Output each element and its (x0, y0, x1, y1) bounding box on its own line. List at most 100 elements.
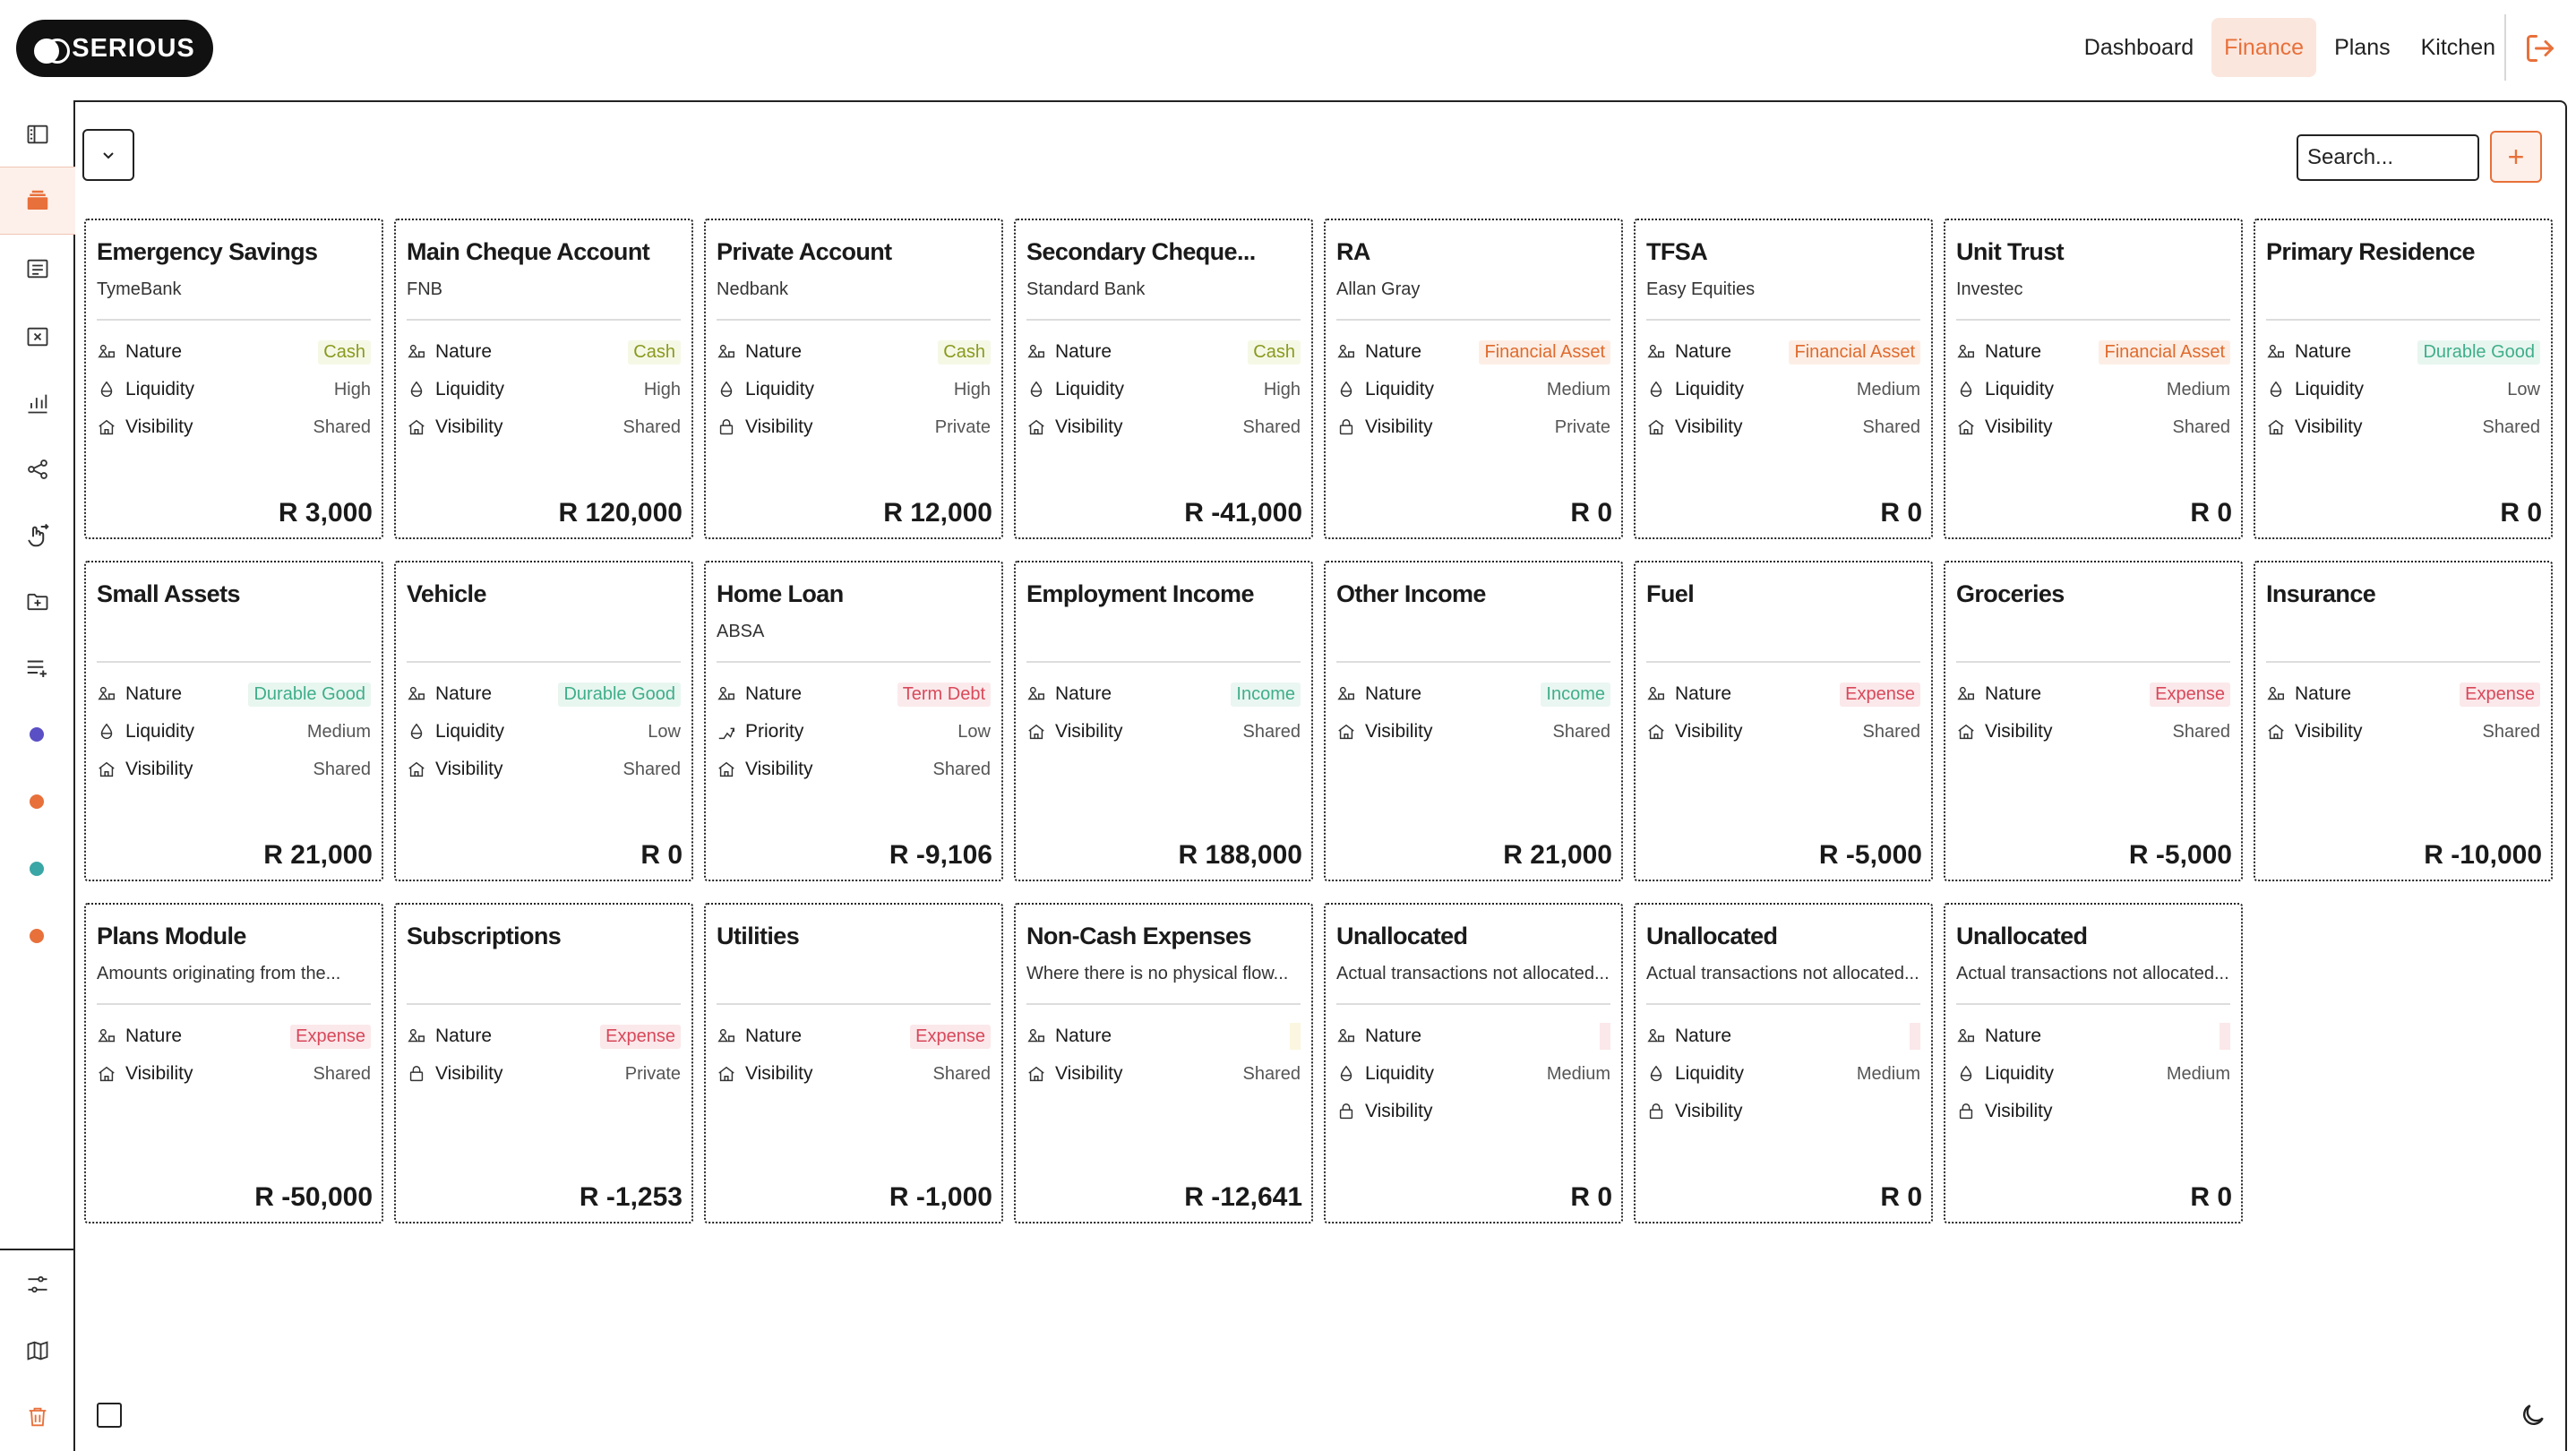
sidebar-item-folders[interactable] (0, 568, 75, 636)
card-title: Non-Cash Expenses (1026, 923, 1251, 949)
lock-icon (1336, 1102, 1356, 1121)
group-dot-purple[interactable] (30, 727, 44, 742)
nature-badge: Financial Asset (2099, 339, 2230, 365)
finance-panel: + Emergency Savings TymeBank Nature Cash Liq… (75, 100, 2567, 1451)
sidebar-item-accounts[interactable] (0, 100, 75, 168)
account-card[interactable]: Other Income Nature Income Visibility Shared… (1324, 561, 1623, 881)
card-divider (2266, 661, 2540, 663)
account-card[interactable]: Private Account Nedbank Nature Cash Liquidit… (704, 219, 1003, 539)
card-properties: Nature Income Visibility Shared (1336, 675, 1610, 751)
account-card[interactable]: Primary Residence Nature Durable Good Liqui… (2254, 219, 2553, 539)
account-card[interactable]: Unit Trust Investec Nature Financial Asset L… (1944, 219, 2243, 539)
account-card[interactable]: Unallocated Actual transactions not alloc… (1944, 903, 2243, 1223)
account-card[interactable]: Unallocated Actual transactions not alloc… (1634, 903, 1933, 1223)
nature-badge: Financial Asset (1789, 339, 1920, 365)
property-row: Nature Financial Asset (1956, 333, 2230, 371)
lock-icon (717, 417, 736, 437)
card-subtitle: TymeBank (97, 279, 182, 299)
property-row: Nature Cash (97, 333, 371, 371)
sidebar-item-transactions[interactable] (0, 235, 75, 303)
account-card[interactable]: Subscriptions Nature Expense Visibility Priv… (394, 903, 693, 1223)
card-divider (1646, 319, 1920, 321)
property-label: Liquidity (1055, 379, 1125, 399)
account-card[interactable]: Main Cheque Account FNB Nature Cash Liquidit… (394, 219, 693, 539)
nature-icon (717, 1026, 736, 1046)
sliders-icon (28, 1275, 47, 1293)
sidebar-item-finance[interactable] (0, 167, 75, 235)
visibility-icon (1336, 722, 1356, 742)
account-card[interactable]: Emergency Savings TymeBank Nature Cash Liqui… (84, 219, 383, 539)
search-input[interactable] (2297, 134, 2479, 181)
chevron-down-icon (103, 152, 114, 159)
card-properties: Nature Durable Good Liquidity Low Visibility… (2266, 333, 2540, 446)
property-value: Shared (1862, 416, 1921, 437)
nature-icon (1646, 684, 1666, 704)
nav-finance[interactable]: Finance (2211, 18, 2317, 77)
priority-icon (717, 722, 736, 742)
account-card[interactable]: Employment Income Nature Income Visibility S… (1014, 561, 1313, 881)
account-card[interactable]: Non-Cash Expenses Where there is no physi… (1014, 903, 1313, 1223)
sidebar-item-categories[interactable] (0, 634, 75, 702)
add-button[interactable]: + (2490, 131, 2542, 183)
card-subtitle: Actual transactions not allocated... (1336, 964, 1610, 983)
moon-icon[interactable] (2519, 1401, 2547, 1430)
property-row: Liquidity Medium (1956, 371, 2230, 408)
card-divider (97, 319, 371, 321)
sidebar-item-reconcile[interactable] (0, 303, 75, 371)
liquidity-icon (1956, 380, 1976, 399)
sidebar-item-transfers[interactable] (0, 502, 75, 570)
account-grid: Emergency Savings TymeBank Nature Cash Liqui… (84, 219, 2553, 1223)
account-card[interactable]: Vehicle Nature Durable Good Liquidity Low Vis… (394, 561, 693, 881)
property-row: Visibility Shared (1336, 713, 1610, 751)
select-all-checkbox[interactable] (97, 1403, 122, 1428)
sidebar-item-settings[interactable] (0, 1250, 75, 1318)
logout-icon[interactable] (2524, 32, 2556, 64)
property-value: Shared (932, 759, 992, 779)
property-row: Visibility Shared (1956, 713, 2230, 751)
nav-kitchen[interactable]: Kitchen (2420, 34, 2495, 60)
card-subtitle: Nedbank (717, 279, 789, 299)
account-card[interactable]: Insurance Nature Expense Visibility Shared R … (2254, 561, 2553, 881)
card-subtitle: FNB (407, 279, 442, 299)
sidebar-item-map[interactable] (0, 1317, 75, 1385)
card-title: Insurance (2266, 580, 2376, 607)
property-value: Shared (623, 759, 682, 779)
account-card[interactable]: Fuel Nature Expense Visibility Shared R -5,00… (1634, 561, 1933, 881)
card-properties: Nature Income Visibility Shared (1026, 675, 1301, 751)
group-dot-orange[interactable] (30, 794, 44, 809)
account-card[interactable]: Unallocated Actual transactions not alloc… (1324, 903, 1623, 1223)
account-card[interactable]: Secondary Cheque... Standard Bank Nature Ca… (1014, 219, 1313, 539)
visibility-icon (1956, 417, 1976, 437)
account-card[interactable]: Utilities Nature Expense Visibility Shared R … (704, 903, 1003, 1223)
property-label: Nature (1985, 1026, 2042, 1046)
sidebar-item-trash[interactable] (0, 1383, 75, 1451)
card-properties: Nature Expense Visibility Shared (1956, 675, 2230, 751)
group-dot-teal[interactable] (30, 862, 44, 876)
nav-plans[interactable]: Plans (2334, 34, 2391, 60)
property-label: Visibility (1985, 416, 2053, 437)
sidebar-item-reports[interactable] (0, 369, 75, 437)
property-row: Nature (1026, 1017, 1301, 1055)
nature-icon (1026, 342, 1046, 362)
account-card[interactable]: RA Allan Gray Nature Financial Asset Liquidi… (1324, 219, 1623, 539)
nature-badge: Term Debt (897, 682, 991, 707)
account-card[interactable]: TFSA Easy Equities Nature Financial Asset Li… (1634, 219, 1933, 539)
brand-logo[interactable]: SERIOUS (16, 20, 213, 77)
liquidity-icon (2266, 380, 2286, 399)
card-properties: Nature Expense Visibility Shared (97, 1017, 371, 1093)
visibility-icon (407, 417, 426, 437)
account-card[interactable]: Home Loan ABSA Nature Term Debt Priority Low V… (704, 561, 1003, 881)
card-title: Plans Module (97, 923, 246, 949)
group-dot-orange-2[interactable] (30, 929, 44, 943)
account-card[interactable]: Groceries Nature Expense Visibility Shared R … (1944, 561, 2243, 881)
card-amount: R 188,000 (1178, 840, 1302, 870)
card-title: Utilities (717, 923, 800, 949)
account-card[interactable]: Small Assets Nature Durable Good Liquidity M… (84, 561, 383, 881)
card-divider (1336, 661, 1610, 663)
collapse-button[interactable] (82, 129, 134, 181)
nav-dashboard[interactable]: Dashboard (2083, 34, 2194, 60)
sidebar-item-flows[interactable] (0, 435, 75, 503)
nature-badge: Durable Good (2417, 339, 2540, 365)
nature-badge (1910, 1023, 1920, 1050)
account-card[interactable]: Plans Module Amounts originating from the… (84, 903, 383, 1223)
